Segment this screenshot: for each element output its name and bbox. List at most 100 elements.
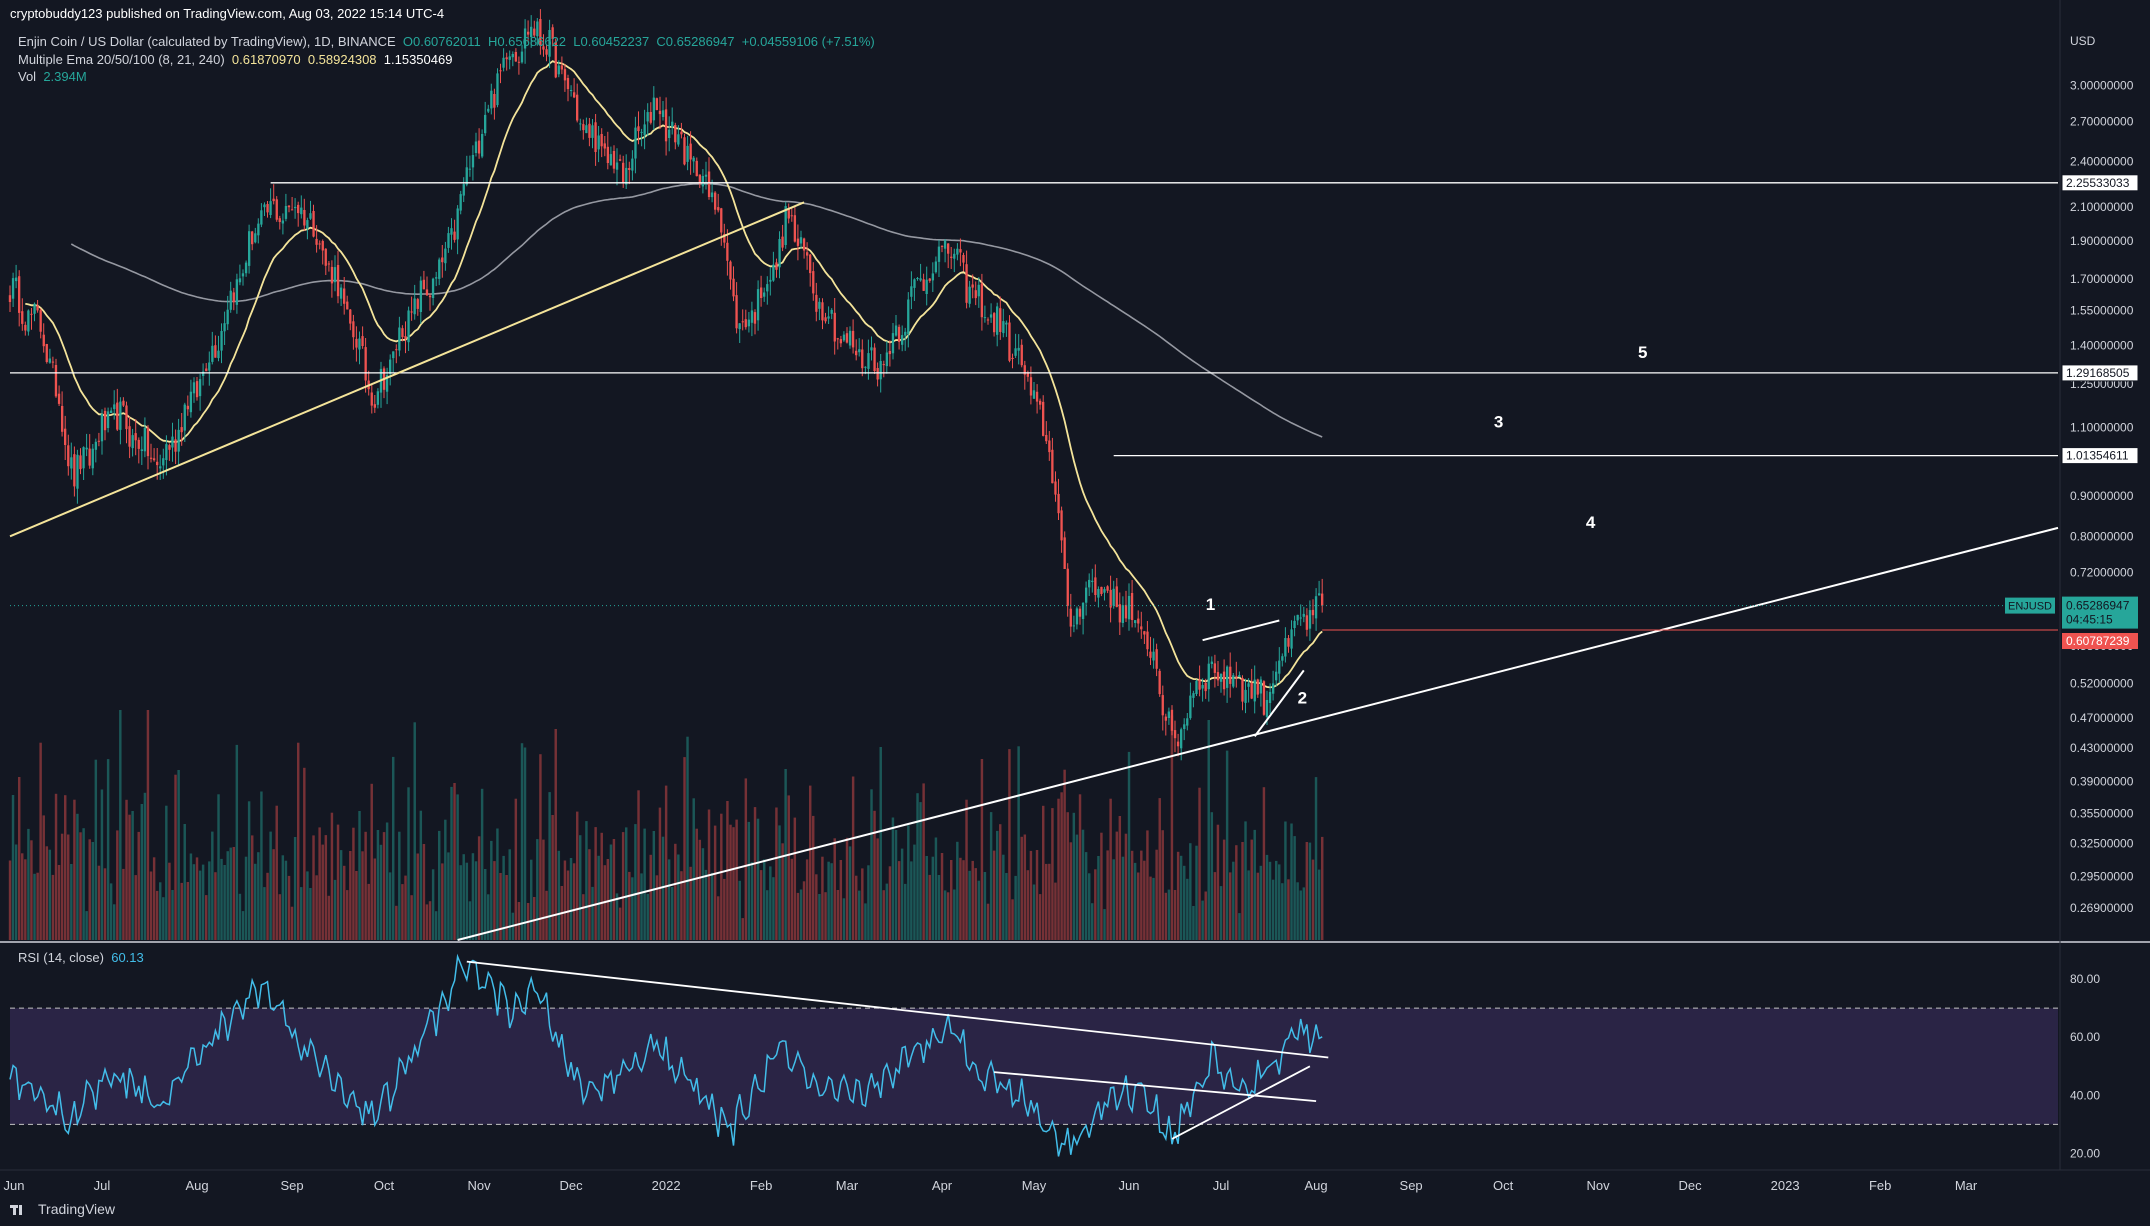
candle-body bbox=[490, 90, 493, 109]
candle bbox=[833, 298, 836, 355]
candle bbox=[919, 263, 922, 282]
candle bbox=[845, 327, 849, 344]
candle bbox=[1045, 421, 1048, 444]
candle-body bbox=[1008, 322, 1011, 361]
volume-bar bbox=[51, 874, 55, 940]
candle bbox=[600, 128, 603, 158]
time-tick-label: Sep bbox=[1400, 1178, 1423, 1193]
candle-body bbox=[61, 406, 64, 432]
candle bbox=[1183, 718, 1186, 741]
candle bbox=[336, 250, 340, 304]
candle-body bbox=[1134, 620, 1137, 623]
candle-body bbox=[447, 233, 450, 248]
candle-body bbox=[686, 145, 689, 162]
volume-bar bbox=[447, 852, 450, 940]
volume-bar bbox=[646, 893, 649, 940]
volume-bar bbox=[781, 843, 784, 940]
candle-body bbox=[1305, 615, 1309, 630]
volume-bar bbox=[339, 850, 343, 940]
candle bbox=[640, 128, 643, 147]
volume-bar bbox=[520, 743, 524, 940]
rsi-legend[interactable]: RSI (14, close) 60.13 bbox=[18, 950, 144, 965]
candle-body bbox=[683, 137, 686, 165]
volume-bar bbox=[407, 787, 410, 940]
candle bbox=[1229, 652, 1232, 698]
volume-bar bbox=[1063, 769, 1066, 940]
candle-body bbox=[1072, 625, 1076, 627]
volume-bar bbox=[238, 893, 242, 940]
volume-bar bbox=[1045, 863, 1048, 940]
volume-bar bbox=[1250, 839, 1253, 940]
ema-legend[interactable]: Multiple Ema 20/50/100 (8, 21, 240) 0.61… bbox=[18, 52, 452, 67]
candle-body bbox=[1259, 679, 1263, 694]
footer-brand[interactable]: TradingView bbox=[10, 1201, 115, 1217]
candle-body bbox=[1103, 589, 1106, 593]
candle-body bbox=[842, 334, 846, 341]
candle-body bbox=[275, 199, 278, 220]
candle-body bbox=[496, 73, 499, 106]
candle bbox=[1005, 320, 1008, 337]
candle bbox=[85, 433, 88, 457]
candle bbox=[413, 284, 416, 320]
candle bbox=[266, 201, 269, 218]
candle-body bbox=[321, 241, 324, 251]
volume-bar bbox=[94, 759, 98, 940]
candle-body bbox=[51, 361, 55, 363]
symbol-legend[interactable]: Enjin Coin / US Dollar (calculated by Tr… bbox=[18, 34, 875, 49]
volume-bar bbox=[1302, 887, 1306, 940]
volume-bar bbox=[729, 824, 732, 940]
candle-body bbox=[1308, 610, 1312, 629]
volume-bar bbox=[980, 759, 984, 940]
candle bbox=[560, 56, 564, 75]
candle-body bbox=[287, 205, 291, 208]
volume-bar bbox=[943, 890, 947, 940]
candle-body bbox=[505, 57, 508, 60]
time-tick-label: Oct bbox=[374, 1178, 395, 1193]
volume-bar bbox=[82, 828, 85, 940]
candle bbox=[661, 101, 665, 121]
volume-bar bbox=[713, 825, 717, 940]
candle-body bbox=[950, 256, 953, 258]
candle bbox=[1290, 620, 1293, 658]
volume-bar bbox=[1020, 836, 1023, 940]
candle bbox=[290, 197, 294, 211]
ema-value-3: 1.15350469 bbox=[383, 52, 453, 67]
candle bbox=[566, 74, 570, 102]
candle bbox=[376, 388, 380, 409]
candle-body bbox=[989, 314, 993, 318]
candle bbox=[557, 60, 560, 78]
candle bbox=[683, 133, 686, 166]
candle bbox=[1048, 431, 1051, 461]
candle-body bbox=[435, 277, 438, 279]
candle-body bbox=[244, 262, 248, 274]
candle bbox=[465, 155, 468, 187]
volume-bar bbox=[45, 846, 49, 940]
candle bbox=[1155, 643, 1158, 677]
volume-bar bbox=[1057, 798, 1060, 940]
candle-body bbox=[888, 351, 892, 355]
volume-bar bbox=[235, 744, 239, 940]
candle bbox=[1081, 602, 1085, 635]
candle bbox=[134, 419, 137, 456]
candle bbox=[520, 44, 524, 64]
candle-body bbox=[787, 209, 790, 219]
candle-body bbox=[735, 295, 738, 329]
volume-bar bbox=[122, 868, 125, 940]
volume-bar bbox=[514, 798, 518, 940]
candle-body bbox=[468, 168, 472, 170]
volume-bar bbox=[744, 778, 748, 940]
candle bbox=[597, 126, 600, 163]
candle-body bbox=[628, 168, 631, 170]
volume-bar bbox=[21, 853, 24, 940]
candle bbox=[346, 295, 349, 310]
volume-legend[interactable]: Vol 2.394M bbox=[18, 69, 87, 84]
volume-bar bbox=[309, 888, 312, 940]
candle bbox=[36, 300, 39, 313]
candle-body bbox=[1060, 510, 1063, 541]
candle-body bbox=[1017, 347, 1020, 351]
volume-bar bbox=[1005, 873, 1008, 940]
volume-bar bbox=[1106, 850, 1109, 940]
candle-body bbox=[615, 162, 619, 170]
volume-bar bbox=[431, 869, 435, 940]
